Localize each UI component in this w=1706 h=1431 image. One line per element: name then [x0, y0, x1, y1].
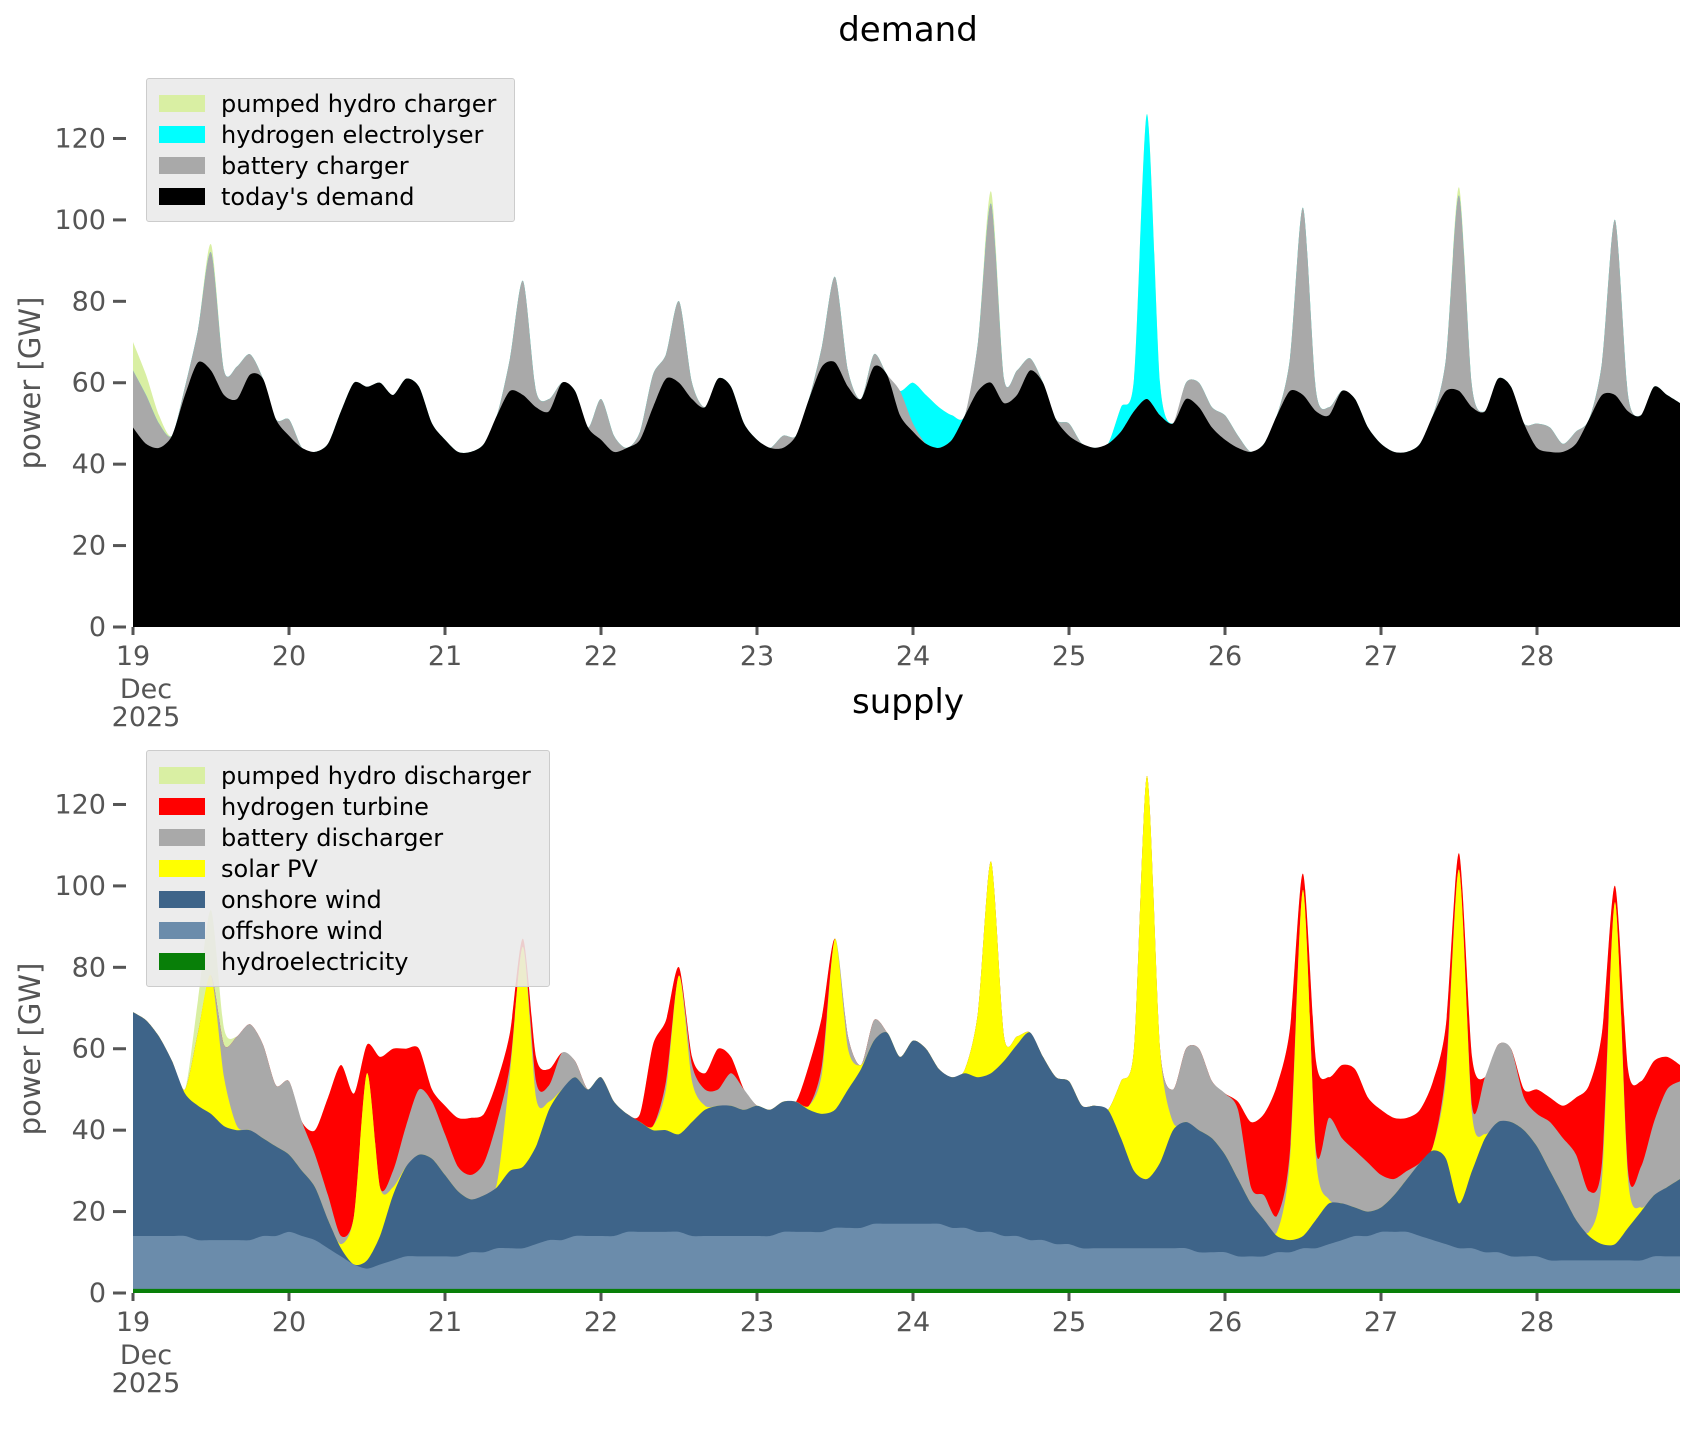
x-tick-label: 27 [1364, 641, 1398, 672]
legend-label: hydroelectricity [221, 947, 409, 976]
month-label: Dec [119, 1340, 173, 1371]
legend-swatch-onshore-wind [159, 891, 205, 908]
x-tick-label: 24 [896, 641, 930, 672]
legend-item: battery charger [159, 150, 496, 181]
y-tick-label: 100 [54, 205, 106, 236]
x-tick-label: 27 [1364, 1307, 1398, 1338]
y-tick-label: 40 [72, 449, 106, 480]
x-tick-label: 24 [896, 1307, 930, 1338]
supply-x-axis-month-label: Dec 2025 [96, 1342, 196, 1398]
legend-item: hydrogen electrolyser [159, 119, 496, 150]
area-hydroelectricity [133, 1288, 1680, 1293]
legend-item: pumped hydro charger [159, 88, 496, 119]
legend-swatch-battery-discharger [159, 829, 205, 846]
y-tick-label: 120 [54, 123, 106, 154]
area-solar-pv [133, 776, 1680, 1293]
year-label: 2025 [111, 1368, 181, 1399]
legend-swatch-solar-pv [159, 860, 205, 877]
x-tick-label: 28 [1520, 1307, 1554, 1338]
x-tick-label: 22 [584, 641, 618, 672]
x-tick-label: 28 [1520, 641, 1554, 672]
x-tick-label: 23 [740, 641, 774, 672]
y-tick-label: 0 [89, 1278, 106, 1309]
x-tick-label: 21 [428, 641, 462, 672]
supply-y-axis-label: power [GW] [13, 962, 47, 1136]
x-tick-label: 19 [116, 1307, 150, 1338]
y-tick-label: 80 [72, 286, 106, 317]
legend-swatch-todays-demand [159, 188, 205, 205]
x-tick-label: 19 [116, 641, 150, 672]
legend-label: battery discharger [221, 823, 444, 852]
y-tick-label: 60 [72, 1034, 106, 1065]
demand-y-axis-label: power [GW] [13, 296, 47, 470]
year-label: 2025 [111, 702, 181, 733]
y-tick-label: 80 [72, 952, 106, 983]
x-tick-label: 20 [272, 641, 306, 672]
x-tick-label: 25 [1052, 1307, 1086, 1338]
legend-label: battery charger [221, 151, 409, 180]
area-offshore-wind [133, 1223, 1680, 1293]
legend-label: hydrogen turbine [221, 792, 429, 821]
legend-label: offshore wind [221, 916, 384, 945]
y-tick-label: 20 [72, 1197, 106, 1228]
legend-swatch-battery-charger [159, 157, 205, 174]
legend-swatch-hydrogen-turbine [159, 798, 205, 815]
legend-swatch-offshore-wind [159, 922, 205, 939]
y-tick-label: 120 [54, 789, 106, 820]
supply-legend: pumped hydro discharger hydrogen turbine… [146, 750, 550, 987]
legend-label: solar PV [221, 854, 318, 883]
y-tick-label: 60 [72, 368, 106, 399]
legend-item: today's demand [159, 181, 496, 212]
legend-swatch-pumped-hydro-charger [159, 95, 205, 112]
demand-x-axis-month-label: Dec 2025 [96, 676, 196, 732]
legend-item: solar PV [159, 853, 531, 884]
legend-item: onshore wind [159, 884, 531, 915]
legend-item: hydrogen turbine [159, 791, 531, 822]
legend-label: today's demand [221, 182, 415, 211]
x-tick-label: 26 [1208, 1307, 1242, 1338]
legend-label: pumped hydro charger [221, 89, 497, 118]
legend-label: onshore wind [221, 885, 382, 914]
x-tick-label: 26 [1208, 641, 1242, 672]
legend-item: offshore wind [159, 915, 531, 946]
legend-label: hydrogen electrolyser [221, 120, 484, 149]
legend-swatch-hydroelectricity [159, 953, 205, 970]
legend-swatch-pumped-hydro-discharger [159, 767, 205, 784]
x-tick-label: 25 [1052, 641, 1086, 672]
demand-chart-title: demand [838, 10, 978, 50]
area-onshore-wind [133, 1012, 1680, 1293]
legend-item: hydroelectricity [159, 946, 531, 977]
supply-chart-title: supply [852, 682, 964, 722]
x-tick-label: 22 [584, 1307, 618, 1338]
legend-label: pumped hydro discharger [221, 761, 531, 790]
month-label: Dec [119, 674, 173, 705]
y-tick-label: 0 [89, 612, 106, 643]
legend-item: battery discharger [159, 822, 531, 853]
demand-legend: pumped hydro charger hydrogen electrolys… [146, 78, 516, 222]
area-today-s-demand [133, 361, 1680, 627]
y-tick-label: 40 [72, 1115, 106, 1146]
x-tick-label: 23 [740, 1307, 774, 1338]
x-tick-label: 20 [272, 1307, 306, 1338]
legend-swatch-hydrogen-electrolyser [159, 126, 205, 143]
legend-item: pumped hydro discharger [159, 760, 531, 791]
y-tick-label: 100 [54, 871, 106, 902]
y-tick-label: 20 [72, 531, 106, 562]
x-tick-label: 21 [428, 1307, 462, 1338]
